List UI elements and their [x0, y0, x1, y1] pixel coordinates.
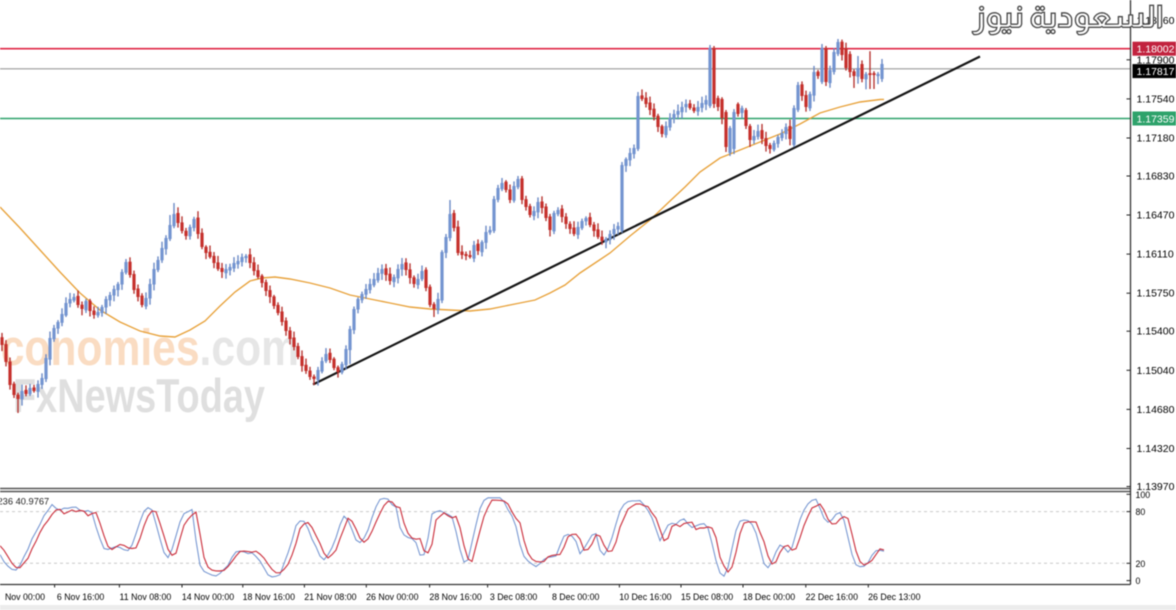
svg-text:80: 80	[1136, 507, 1146, 517]
svg-text:22 Dec 16:00: 22 Dec 16:00	[806, 592, 858, 602]
svg-text:10 Dec 16:00: 10 Dec 16:00	[619, 592, 671, 602]
svg-text:0: 0	[1136, 576, 1141, 586]
svg-text:18 Nov 16:00: 18 Nov 16:00	[243, 592, 295, 602]
svg-text:1.16110: 1.16110	[1137, 249, 1174, 261]
svg-text:8 Dec 00:00: 8 Dec 00:00	[552, 592, 600, 602]
svg-text:1.13970: 1.13970	[1137, 481, 1175, 493]
svg-text:21 Nov 08:00: 21 Nov 08:00	[304, 592, 356, 602]
svg-text:1.17817: 1.17817	[1137, 66, 1175, 78]
svg-text:28 Nov 16:00: 28 Nov 16:00	[429, 592, 481, 602]
svg-text:18 Dec 00:00: 18 Dec 00:00	[743, 592, 795, 602]
svg-text:1.16830: 1.16830	[1137, 171, 1175, 183]
svg-text:1.15750: 1.15750	[1137, 288, 1175, 300]
svg-text:1.17180: 1.17180	[1137, 133, 1175, 145]
svg-text:14 Nov 00:00: 14 Nov 00:00	[182, 592, 234, 602]
svg-text:1.14320: 1.14320	[1137, 443, 1175, 455]
svg-text:11 Nov 08:00: 11 Nov 08:00	[120, 592, 172, 602]
svg-text:1.16470: 1.16470	[1137, 210, 1175, 222]
svg-text:26 Nov 00:00: 26 Nov 00:00	[366, 592, 418, 602]
svg-text:1.18002: 1.18002	[1137, 44, 1175, 56]
svg-text:15 Dec 08:00: 15 Dec 08:00	[681, 592, 733, 602]
svg-text:3 Dec 08:00: 3 Dec 08:00	[490, 592, 538, 602]
svg-text:1.15040: 1.15040	[1137, 365, 1175, 377]
svg-text:Nov 00:00: Nov 00:00	[5, 592, 45, 602]
svg-text:6 Nov 16:00: 6 Nov 16:00	[57, 592, 105, 602]
svg-text:1.15400: 1.15400	[1137, 326, 1175, 338]
svg-text:236 40.9767: 236 40.9767	[0, 497, 49, 507]
svg-text:1.17540: 1.17540	[1137, 93, 1175, 105]
svg-text:26 Dec 13:00: 26 Dec 13:00	[868, 592, 920, 602]
svg-text:100: 100	[1136, 490, 1151, 500]
svg-text:1.17900: 1.17900	[1137, 54, 1175, 66]
svg-text:1.17359: 1.17359	[1137, 113, 1175, 125]
svg-text:FxNewsToday: FxNewsToday	[13, 369, 265, 422]
svg-text:20: 20	[1136, 559, 1146, 569]
svg-text:1.14680: 1.14680	[1137, 404, 1175, 416]
